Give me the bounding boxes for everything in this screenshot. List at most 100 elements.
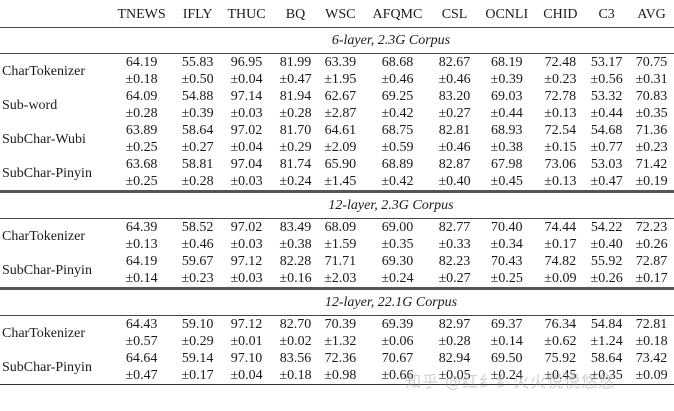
score-mean: 72.87 — [635, 254, 668, 269]
score-std: ±0.24 — [381, 271, 414, 286]
score-std: ±0.09 — [635, 368, 668, 383]
score-mean: 68.75 — [381, 123, 414, 138]
score-cell: 64.64 ±0.47 — [108, 350, 176, 385]
score-std: ±0.18 — [279, 368, 312, 383]
score-mean: 68.09 — [324, 220, 357, 235]
score-std: ±0.46 — [438, 72, 471, 87]
score-cell: 68.68 ±0.46 — [363, 54, 432, 89]
score-mean: 97.12 — [230, 254, 263, 269]
score-mean: 68.93 — [491, 123, 523, 138]
score-cell: 64.43 ±0.57 — [108, 316, 175, 351]
section-title: 6-layer, 2.3G Corpus — [108, 27, 674, 54]
score-std: ±0.34 — [490, 237, 523, 252]
score-mean: 68.89 — [381, 157, 414, 172]
table-row: SubChar-Pinyin 64.19 ±0.14 59.67 ±0.23 97.12 ±… — [0, 253, 674, 289]
score-std: ±0.17 — [635, 271, 668, 286]
header-blank — [0, 0, 108, 28]
score-mean: 70.40 — [491, 220, 523, 235]
score-std: ±0.14 — [125, 271, 158, 286]
score-std: ±0.06 — [381, 334, 414, 349]
score-cell: 73.06 ±0.13 — [537, 156, 585, 192]
score-std: ±0.45 — [544, 368, 577, 383]
score-mean: 76.34 — [544, 317, 577, 332]
score-cell: 83.49 ±0.38 — [273, 219, 318, 254]
score-cell: 74.44 ±0.17 — [537, 219, 585, 254]
score-std: ±0.39 — [181, 106, 214, 121]
score-mean: 81.99 — [279, 55, 312, 70]
score-std: ±0.27 — [181, 140, 214, 155]
score-std: ±0.28 — [279, 106, 312, 121]
score-cell: 72.81 ±0.18 — [629, 316, 674, 351]
score-std: ±0.46 — [181, 237, 214, 252]
score-std: ±0.38 — [490, 140, 523, 155]
score-cell: 82.23 ±0.27 — [432, 253, 477, 289]
score-mean: 63.39 — [324, 55, 357, 70]
header-ocnli: OCNLI — [476, 0, 537, 28]
header-afqmc: AFQMC — [362, 0, 433, 28]
section-spacer — [0, 287, 108, 316]
score-std: ±0.66 — [381, 368, 414, 383]
score-mean: 82.67 — [438, 55, 471, 70]
score-mean: 72.81 — [635, 317, 668, 332]
score-cell: 70.75 ±0.31 — [629, 54, 674, 89]
score-mean: 73.42 — [635, 351, 668, 366]
score-mean: 72.23 — [635, 220, 668, 235]
score-mean: 68.19 — [491, 55, 523, 70]
score-mean: 53.32 — [590, 89, 623, 104]
header-row: TNEWS IFLY THUC BQ WSC AFQMC CSL OCNLI C… — [0, 0, 674, 28]
score-std: ±0.62 — [544, 334, 577, 349]
score-mean: 82.81 — [438, 123, 471, 138]
score-mean: 97.02 — [230, 220, 263, 235]
score-cell: 69.00 ±0.35 — [363, 219, 432, 254]
score-mean: 54.22 — [590, 220, 623, 235]
score-cell: 81.74 ±0.24 — [273, 156, 318, 192]
score-mean: 69.25 — [381, 89, 414, 104]
score-cell: 63.39 ±1.95 — [318, 54, 363, 89]
score-cell: 69.50 ±0.24 — [476, 350, 537, 385]
score-mean: 73.06 — [544, 157, 577, 172]
score-std: ±0.35 — [590, 368, 623, 383]
score-std: ±0.23 — [635, 140, 668, 155]
score-cell: 63.68 ±0.25 — [108, 156, 175, 192]
score-mean: 53.17 — [590, 55, 623, 70]
score-cell: 83.56 ±0.18 — [273, 350, 318, 385]
score-mean: 71.36 — [635, 123, 668, 138]
row-label: SubChar-Wubi — [2, 131, 86, 147]
score-mean: 97.04 — [230, 157, 263, 172]
score-cell: 70.83 ±0.35 — [629, 88, 674, 122]
score-cell: 59.14 ±0.17 — [175, 350, 220, 385]
score-mean: 59.10 — [181, 317, 214, 332]
score-mean: 64.61 — [324, 123, 357, 138]
score-cell: 73.42 ±0.09 — [629, 350, 674, 385]
score-mean: 64.64 — [125, 351, 158, 366]
score-cell: 58.52 ±0.46 — [175, 219, 220, 254]
score-cell: 65.90 ±1.45 — [318, 156, 363, 192]
score-mean: 74.82 — [544, 254, 577, 269]
score-cell: 53.32 ±0.44 — [584, 88, 629, 122]
score-cell: 97.12 ±0.03 — [220, 253, 273, 289]
score-mean: 81.70 — [279, 123, 312, 138]
score-mean: 55.83 — [181, 55, 214, 70]
score-std: ±0.04 — [230, 368, 263, 383]
score-cell: 97.02 ±0.03 — [220, 219, 273, 254]
header-csl: CSL — [432, 0, 477, 28]
score-std: ±0.40 — [438, 174, 471, 189]
score-mean: 72.54 — [544, 123, 577, 138]
score-std: ±0.28 — [438, 334, 471, 349]
score-mean: 82.28 — [279, 254, 312, 269]
score-mean: 82.87 — [438, 157, 471, 172]
score-std: ±0.17 — [544, 237, 577, 252]
score-mean: 72.78 — [544, 89, 577, 104]
score-mean: 70.67 — [381, 351, 414, 366]
score-std: ±0.09 — [544, 271, 577, 286]
score-cell: 54.88 ±0.39 — [175, 88, 220, 122]
score-std: ±0.35 — [635, 106, 668, 121]
score-std: ±0.50 — [181, 72, 214, 87]
score-mean: 82.23 — [438, 254, 471, 269]
score-mean: 82.70 — [279, 317, 312, 332]
score-std: ±0.39 — [490, 72, 523, 87]
score-mean: 69.00 — [381, 220, 414, 235]
score-cell: 81.70 ±0.29 — [273, 122, 318, 156]
score-std: ±0.23 — [544, 72, 577, 87]
score-std: ±0.17 — [181, 368, 214, 383]
